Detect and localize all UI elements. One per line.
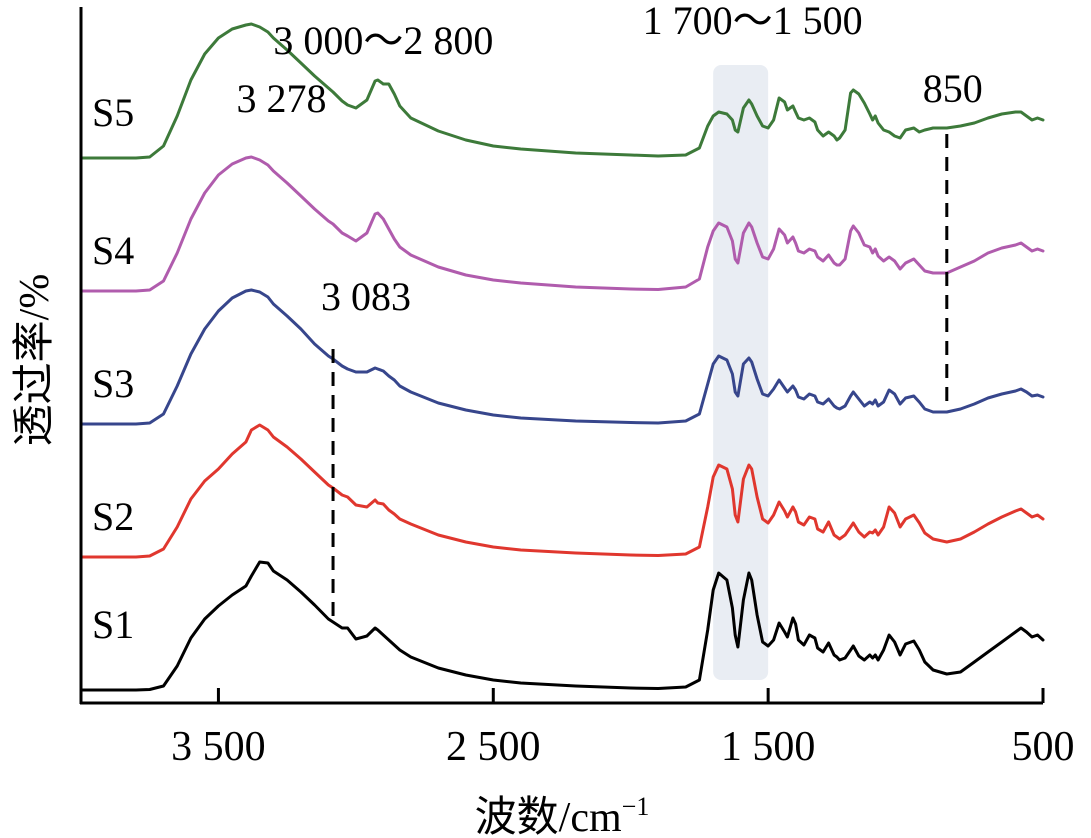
annotation-3000-2800: 3 000～2 800 — [273, 18, 493, 63]
series-label-s4: S4 — [92, 228, 134, 273]
series-label-s3: S3 — [92, 361, 134, 406]
x-axis-label-text: 波数/cm — [475, 795, 622, 838]
x-tick-label: 1 500 — [721, 724, 816, 770]
series-labels: S1 S2 S3 S4 S5 — [92, 90, 134, 647]
series-label-s1: S1 — [92, 602, 134, 647]
annotation-3083: 3 083 — [321, 274, 411, 319]
annotation-1700-1500: 1 700～1 500 — [643, 0, 863, 43]
annotation-850: 850 — [923, 66, 983, 111]
x-tick-label: 3 500 — [171, 724, 266, 770]
series-label-s2: S2 — [92, 494, 134, 539]
series-layer — [79, 22, 1045, 692]
series-line-s4 — [79, 155, 1045, 293]
annotations: 3 278 3 000～2 800 1 700～1 500 850 3 083 — [236, 0, 982, 319]
x-axis-label: 波数/cm−1 — [475, 792, 650, 838]
marker-lines — [331, 134, 949, 618]
x-tick-label: 2 500 — [446, 724, 541, 770]
series-line-s1 — [79, 560, 1045, 692]
series-line-s5 — [79, 22, 1045, 160]
annotation-3278: 3 278 — [236, 76, 326, 121]
series-label-s5: S5 — [92, 90, 134, 135]
series-line-s3 — [79, 288, 1045, 426]
x-tick-label: 500 — [1012, 724, 1075, 770]
y-axis-label: 透过率/% — [11, 274, 58, 447]
x-axis-label-sup: −1 — [622, 792, 650, 821]
x-ticks: 3 500 2 500 1 500 500 — [171, 688, 1075, 770]
series-line-s2 — [79, 423, 1045, 559]
